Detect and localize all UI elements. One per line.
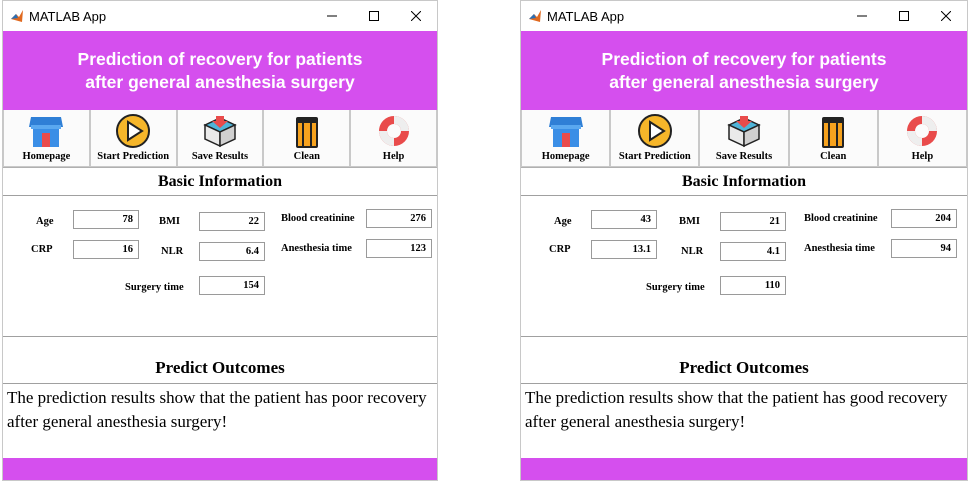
lifebuoy-icon [907, 116, 938, 146]
surgery-time-field[interactable]: 154 [199, 276, 265, 295]
crp-field[interactable]: 13.1 [591, 240, 657, 259]
homepage-label: Homepage [22, 151, 71, 162]
banner-line-2: after general anesthesia surgery [609, 71, 879, 92]
nlr-field[interactable]: 4.1 [720, 242, 786, 261]
surgery-time-label: Surgery time [646, 282, 705, 293]
trash-icon [295, 117, 318, 148]
save-results-label: Save Results [715, 151, 773, 162]
matlab-icon [10, 9, 24, 23]
blood-creatinine-label: Blood creatinine [804, 213, 878, 224]
anesthesia-time-label: Anesthesia time [281, 243, 352, 254]
anesthesia-time-field[interactable]: 94 [891, 239, 957, 258]
basic-information-panel: Age 43 CRP 13.1 BMI 21 NLR 4.1 Blood cre… [521, 195, 967, 337]
banner-line-1: Prediction of recovery for patients [77, 48, 363, 69]
help-button[interactable]: Help [350, 110, 437, 167]
homepage-label: Homepage [541, 151, 590, 162]
homepage-button[interactable]: Homepage [3, 110, 90, 167]
footer-bar [3, 458, 437, 480]
age-field[interactable]: 78 [73, 210, 139, 229]
start-prediction-label: Start Prediction [618, 151, 691, 162]
clean-button[interactable]: Clean [788, 110, 878, 167]
age-field[interactable]: 43 [591, 210, 657, 229]
store-icon [29, 117, 64, 147]
banner-line-1: Prediction of recovery for patients [601, 48, 887, 69]
prediction-result-text: The prediction results show that the pat… [521, 383, 967, 436]
crp-label: CRP [31, 244, 53, 255]
app-window-left: MATLAB App Prediction of recovery for pa… [2, 0, 438, 481]
play-icon [637, 114, 672, 148]
start-prediction-button[interactable]: Start Prediction [89, 110, 177, 167]
save-results-button[interactable]: Save Results [176, 110, 264, 167]
crp-field[interactable]: 16 [73, 240, 139, 259]
surgery-time-label: Surgery time [125, 282, 184, 293]
lifebuoy-icon [378, 116, 409, 146]
window-title: MATLAB App [547, 8, 625, 24]
bmi-field[interactable]: 21 [720, 212, 786, 231]
bmi-field[interactable]: 22 [199, 212, 265, 231]
blood-creatinine-field[interactable]: 276 [366, 209, 432, 228]
close-icon[interactable] [925, 1, 967, 31]
nlr-field[interactable]: 6.4 [199, 242, 265, 261]
clean-button[interactable]: Clean [263, 110, 351, 167]
surgery-time-field[interactable]: 110 [720, 276, 786, 295]
save-results-button[interactable]: Save Results [699, 110, 789, 167]
start-prediction-button[interactable]: Start Prediction [610, 110, 700, 167]
app-banner: Prediction of recovery for patients afte… [3, 31, 437, 110]
minimize-icon[interactable] [841, 1, 883, 31]
nlr-label: NLR [681, 246, 704, 257]
crp-label: CRP [549, 244, 571, 255]
help-label: Help [911, 151, 934, 162]
toolbar: Homepage Start Prediction Save Results C… [521, 110, 967, 168]
app-window-right: MATLAB App Prediction of recovery for pa… [520, 0, 968, 481]
nlr-label: NLR [161, 246, 184, 257]
help-label: Help [382, 151, 405, 162]
window-title: MATLAB App [29, 8, 107, 24]
box-download-icon [203, 116, 237, 148]
bmi-label: BMI [679, 216, 700, 227]
bmi-label: BMI [159, 216, 180, 227]
maximize-icon[interactable] [883, 1, 925, 31]
help-button[interactable]: Help [877, 110, 967, 167]
banner-line-2: after general anesthesia surgery [85, 71, 355, 92]
clean-label: Clean [293, 151, 320, 162]
basic-information-title: Basic Information [682, 173, 806, 190]
close-icon[interactable] [395, 1, 437, 31]
footer-bar [521, 458, 967, 480]
start-prediction-label: Start Prediction [97, 151, 170, 162]
predict-outcomes-title: Predict Outcomes [155, 358, 285, 377]
trash-icon [822, 117, 845, 148]
box-download-icon [727, 116, 761, 148]
matlab-icon [528, 9, 542, 23]
anesthesia-time-field[interactable]: 123 [366, 239, 432, 258]
age-label: Age [554, 216, 572, 227]
prediction-result-text: The prediction results show that the pat… [3, 383, 437, 436]
age-label: Age [36, 216, 54, 227]
basic-information-panel: Age 78 CRP 16 BMI 22 NLR 6.4 Blood creat… [3, 195, 437, 337]
play-icon [116, 114, 151, 148]
app-banner: Prediction of recovery for patients afte… [521, 31, 967, 110]
clean-label: Clean [820, 151, 847, 162]
title-bar: MATLAB App [3, 1, 437, 31]
basic-information-title: Basic Information [158, 173, 282, 190]
anesthesia-time-label: Anesthesia time [804, 243, 875, 254]
minimize-icon[interactable] [311, 1, 353, 31]
store-icon [548, 117, 583, 147]
homepage-button[interactable]: Homepage [521, 110, 611, 167]
blood-creatinine-field[interactable]: 204 [891, 209, 957, 228]
save-results-label: Save Results [191, 151, 249, 162]
toolbar: Homepage Start Prediction Save Results C… [3, 110, 437, 168]
title-bar: MATLAB App [521, 1, 967, 31]
maximize-icon[interactable] [353, 1, 395, 31]
blood-creatinine-label: Blood creatinine [281, 213, 355, 224]
predict-outcomes-title: Predict Outcomes [679, 358, 809, 377]
